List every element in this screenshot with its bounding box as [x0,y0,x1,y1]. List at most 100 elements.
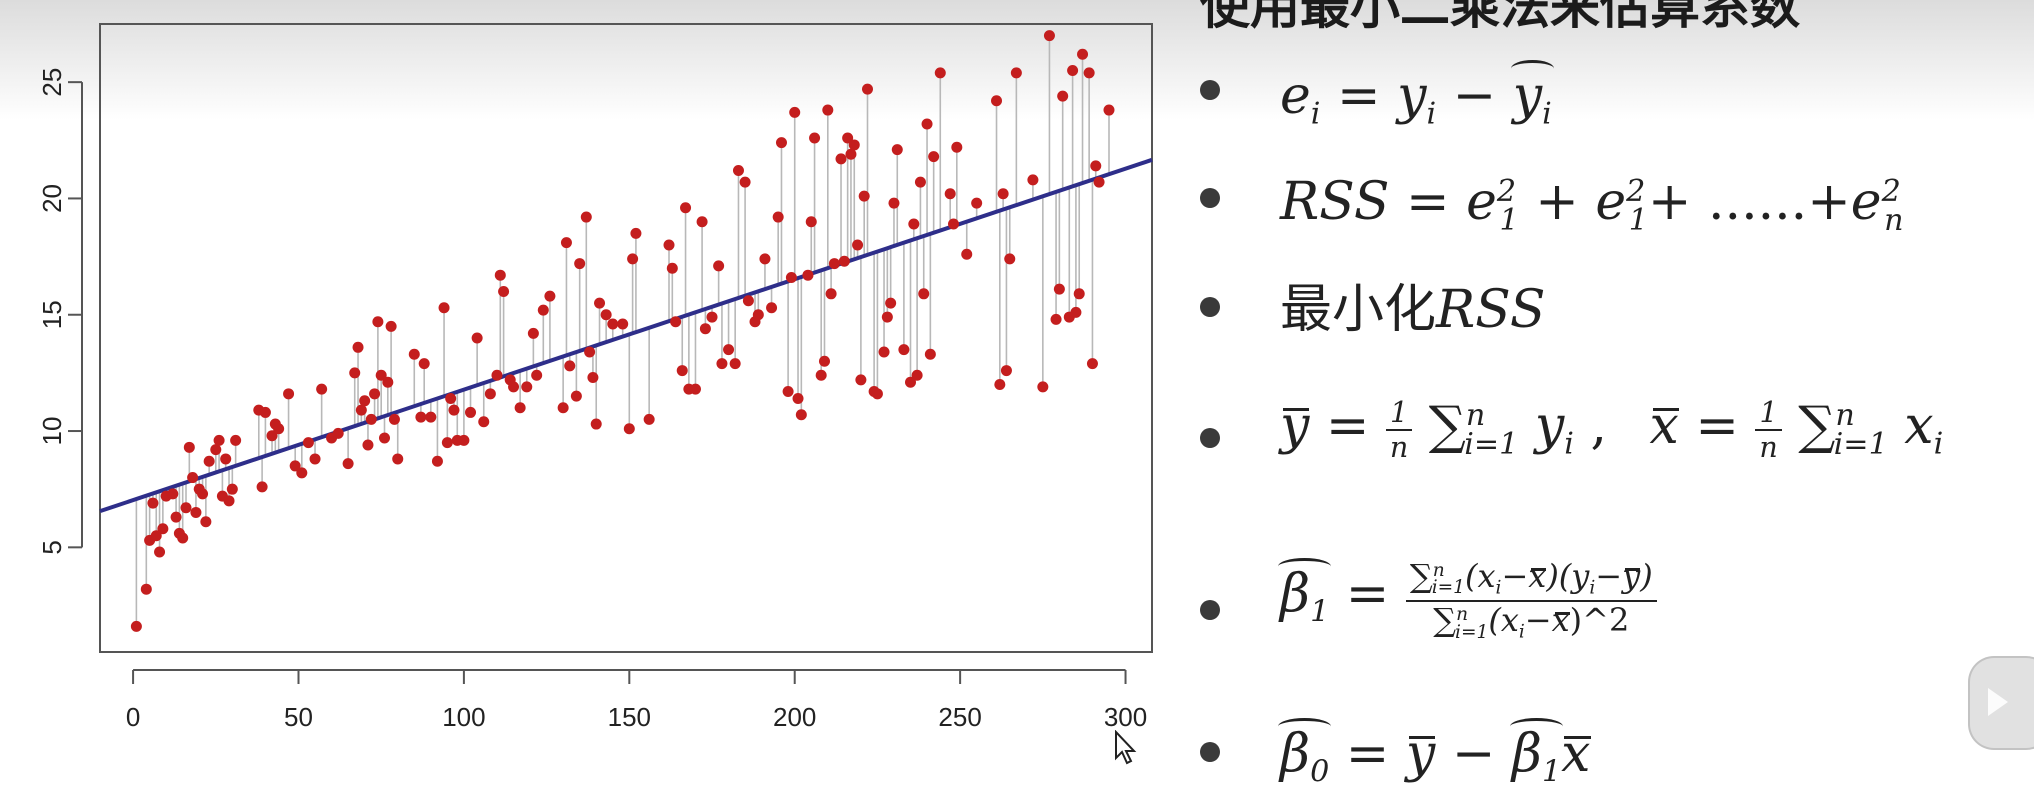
data-point [828,258,840,270]
data-point [226,483,238,495]
regression-scatter-chart: 0 50 100 150 200 250 300 5 10 15 20 25 [37,23,1153,732]
y-axis: 5 10 15 20 25 [37,68,83,555]
data-point [1057,90,1069,102]
data-point [369,388,381,400]
data-point [527,327,539,339]
formula-residual: ei = yi − yi [1280,60,1554,132]
data-point [822,104,834,116]
data-point [203,455,215,467]
data-point [663,239,675,251]
data-point [689,383,701,395]
data-point [544,290,556,302]
data-point [210,444,222,456]
data-point [296,467,308,479]
data-points [130,30,1115,632]
data-point [408,348,420,360]
data-point [471,332,483,344]
data-point [676,365,688,377]
data-point [355,404,367,416]
data-point [908,218,920,230]
data-point [130,620,142,632]
data-point [491,369,503,381]
data-point [256,481,268,493]
x-axis: 0 50 100 150 200 250 300 [126,669,1147,732]
data-point [365,413,377,425]
data-point [627,253,639,265]
data-point [617,318,629,330]
formula-minimize-rss: 最小化RSS [1280,280,1546,340]
data-point [352,341,364,353]
data-point [739,176,751,188]
data-point [732,165,744,177]
data-point [1086,358,1098,370]
data-point [584,346,596,358]
data-point [944,188,956,200]
data-point [154,546,166,558]
data-point [898,344,910,356]
data-point [438,302,450,314]
x-tick-label: 0 [126,702,140,732]
data-point [283,388,295,400]
slide-heading: 使用最小二乘法来估算系数 [1200,0,1800,35]
data-point [666,262,678,274]
data-point [190,506,202,518]
data-point [1053,283,1065,295]
bullet-3 [1200,297,1220,317]
data-point [177,532,189,544]
data-point [818,355,830,367]
data-point [802,269,814,281]
data-point [587,372,599,384]
data-point [537,304,549,316]
data-point [570,390,582,402]
data-point [971,197,983,209]
data-point [643,413,655,425]
data-point [465,406,477,418]
data-point [372,316,384,328]
data-point [835,153,847,165]
data-point [230,434,242,446]
data-point [888,197,900,209]
data-point [1037,381,1049,393]
data-point [170,511,182,523]
data-point [431,455,443,467]
data-point [560,237,572,249]
mouse-cursor-icon [1115,730,1137,765]
data-point [1083,67,1095,79]
data-point [885,297,897,309]
data-point [200,516,212,528]
data-point [991,95,1003,107]
data-point [918,288,930,300]
data-point [1077,48,1089,60]
data-point [680,202,692,214]
video-play-button[interactable] [1968,656,2034,750]
data-point [531,369,543,381]
play-icon[interactable] [1988,688,2008,716]
data-point [838,255,850,267]
data-point [881,311,893,323]
data-point [997,188,1009,200]
data-point [349,367,361,379]
data-point [375,369,387,381]
data-point [289,460,301,472]
data-point [713,260,725,272]
y-tick-label: 20 [37,184,67,213]
data-point [782,385,794,397]
data-point [309,453,321,465]
data-point [498,285,510,297]
data-point [140,583,152,595]
data-point [574,258,586,270]
data-point [928,151,940,163]
y-tick-label: 10 [37,417,67,446]
data-point [1073,288,1085,300]
data-point [150,530,162,542]
data-point [508,381,520,393]
data-point [494,269,506,281]
data-point [809,132,821,144]
bullet-2 [1200,188,1220,208]
data-point [855,374,867,386]
data-point [805,216,817,228]
data-point [266,430,278,442]
data-point [379,432,391,444]
data-point [994,379,1006,391]
data-point [180,502,192,514]
